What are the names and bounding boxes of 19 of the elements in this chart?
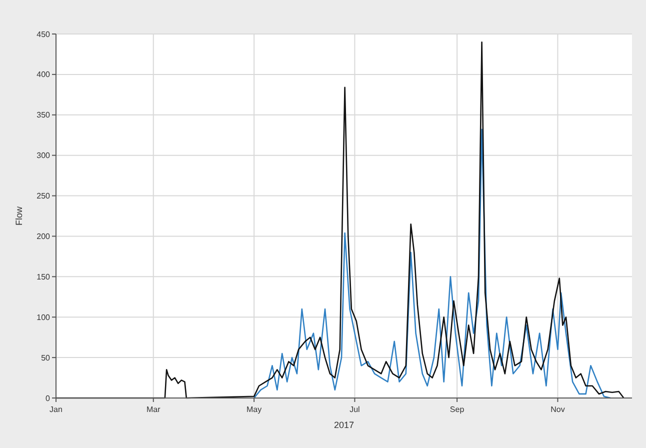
y-tick-label: 250 xyxy=(36,192,51,201)
x-axis-title: 2017 xyxy=(334,420,354,430)
x-tick-label: Jul xyxy=(350,405,360,414)
y-tick-label: 150 xyxy=(36,272,51,282)
y-tick-label: 200 xyxy=(36,232,51,242)
y-tick-label: 100 xyxy=(36,312,51,322)
y-tick-label: 50 xyxy=(41,353,51,362)
y-tick-label: 350 xyxy=(36,110,51,120)
x-tick-label: Jan xyxy=(50,405,62,414)
line-series xyxy=(253,128,612,399)
x-tick-label: May xyxy=(246,405,262,414)
y-tick-label: 450 xyxy=(36,30,51,39)
x-tick-label: Nov xyxy=(550,405,565,414)
y-tick-label: 400 xyxy=(36,70,51,80)
x-tick-label: Mar xyxy=(146,405,161,414)
y-tick-label: 300 xyxy=(36,151,51,160)
y-axis-title: Flow xyxy=(14,206,24,226)
y-tick-label: 0 xyxy=(46,394,51,403)
x-tick-label: Sep xyxy=(450,405,465,414)
